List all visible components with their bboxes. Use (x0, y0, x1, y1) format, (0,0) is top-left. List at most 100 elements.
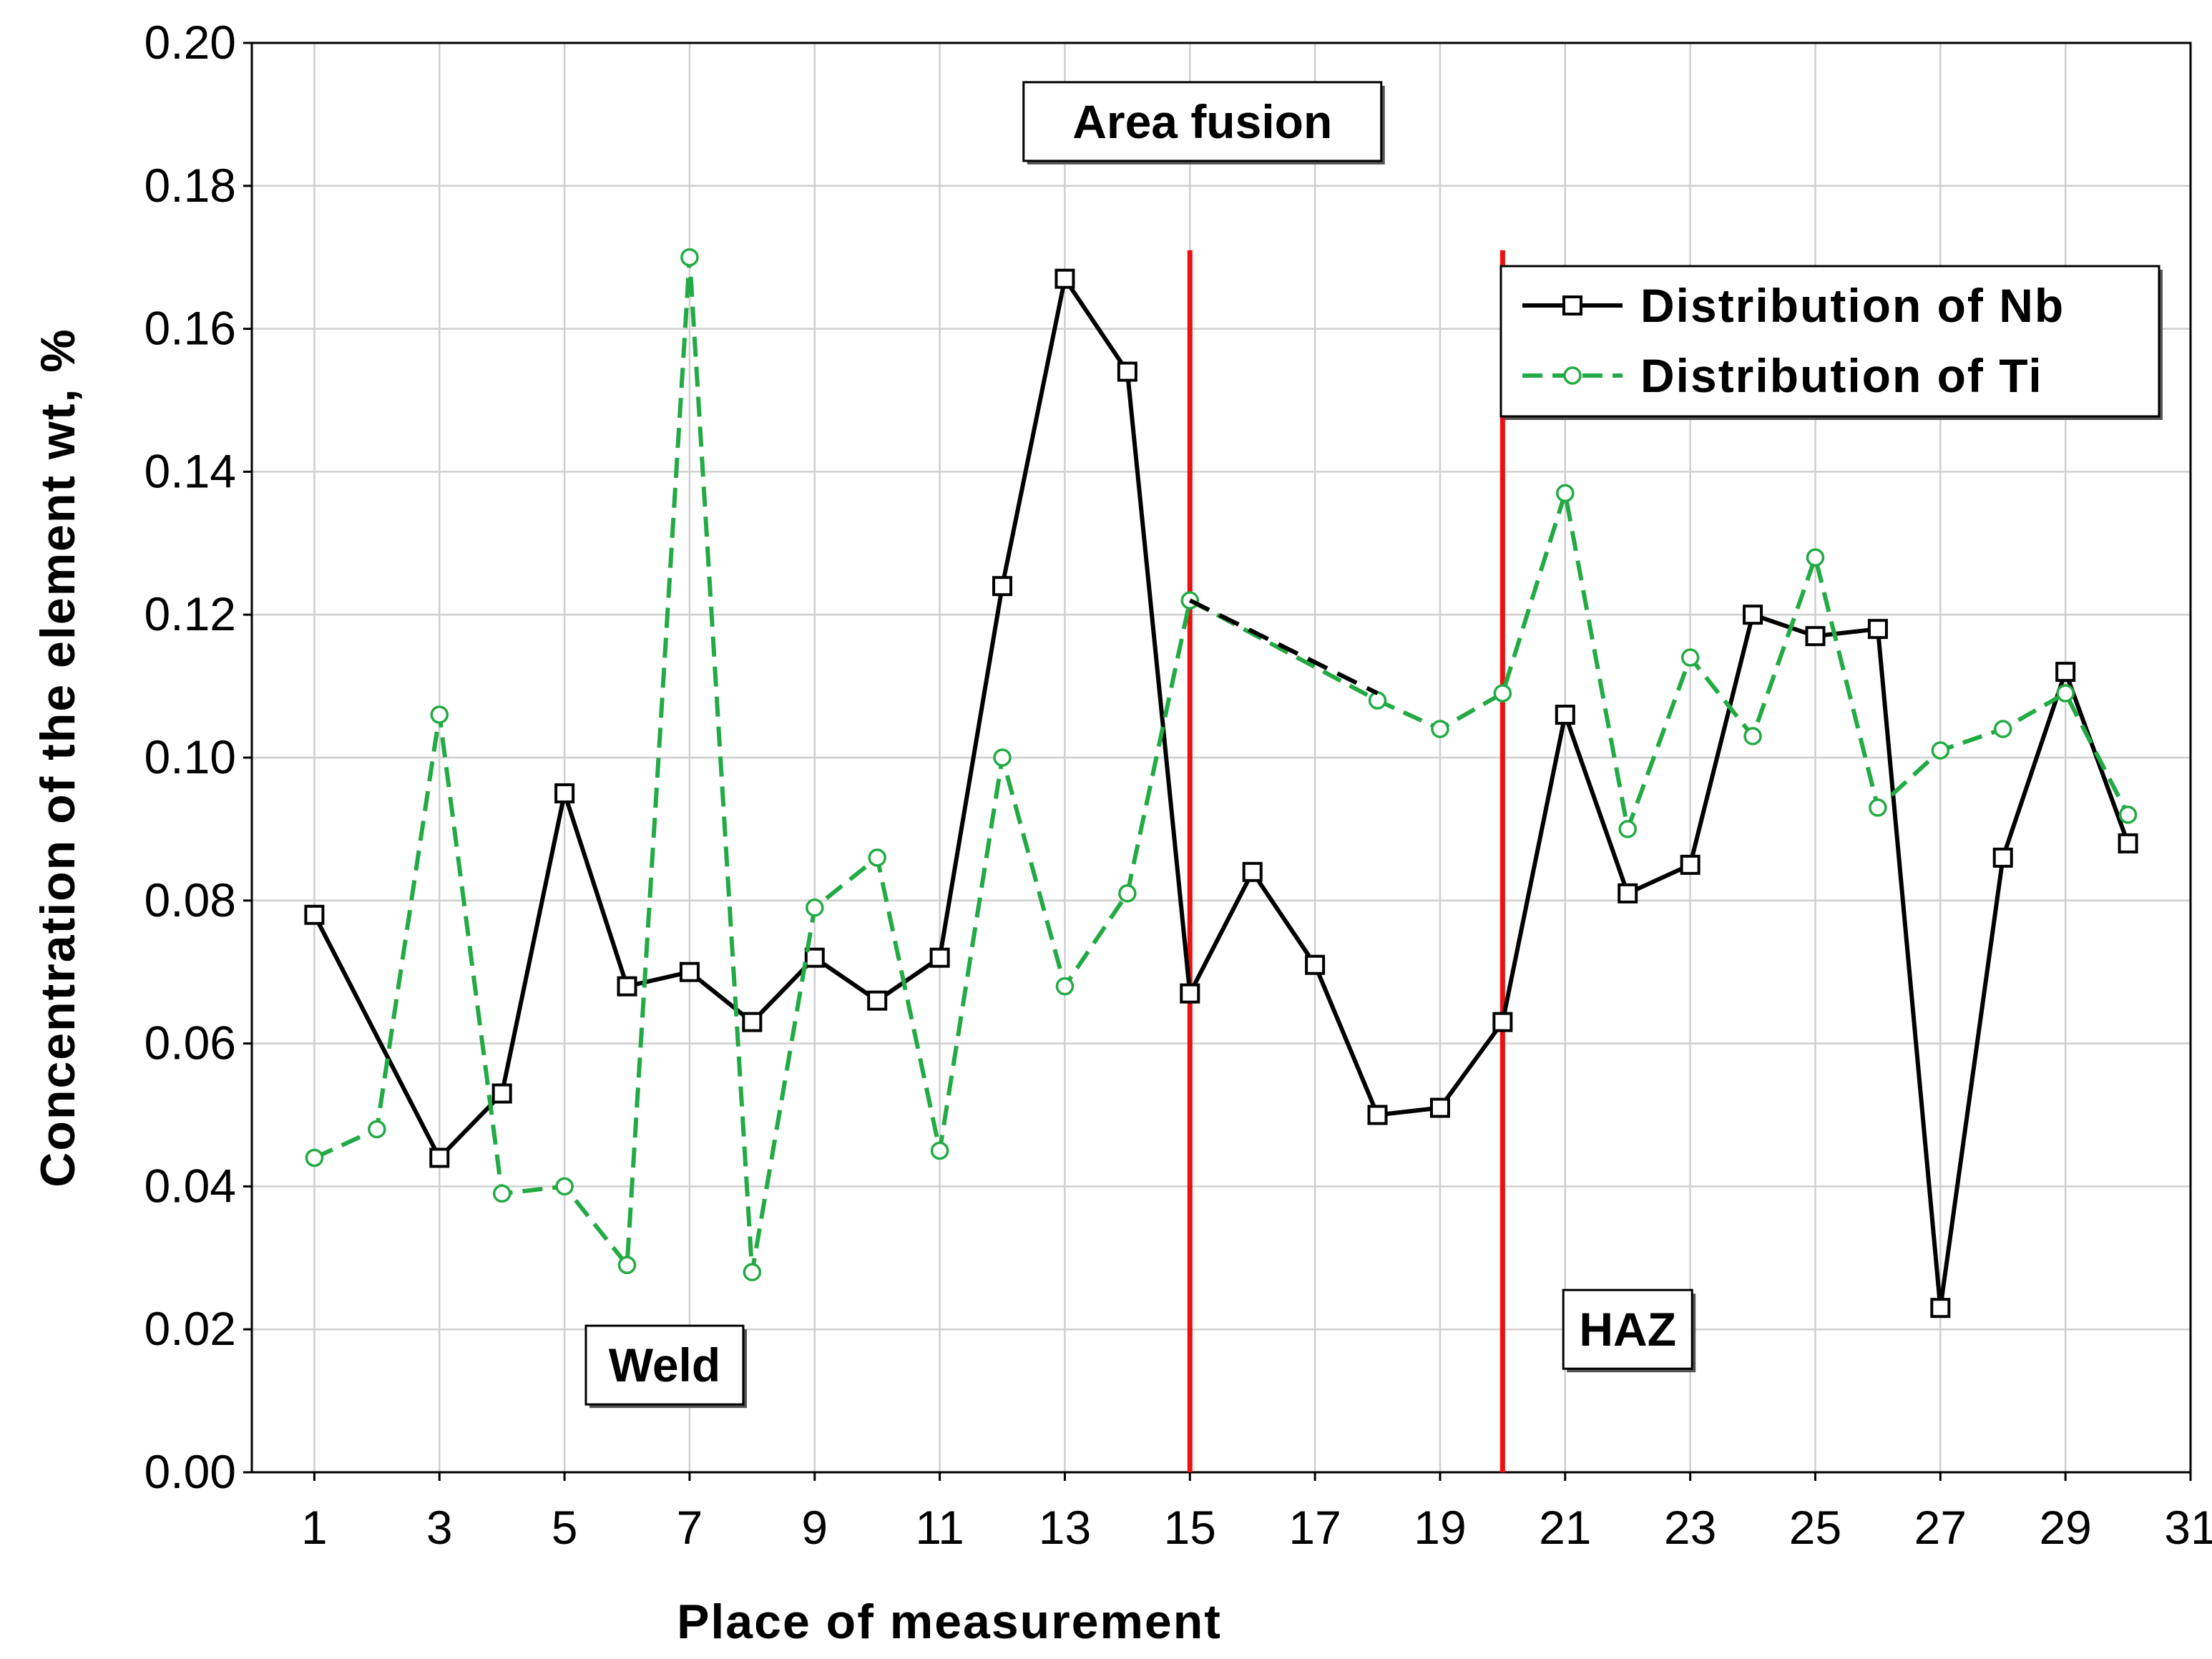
annotation-haz: HAZ (1562, 1288, 1696, 1373)
x-tick-label: 3 (426, 1501, 453, 1554)
annotation-box (1022, 81, 1383, 162)
series-layer (304, 248, 2138, 1318)
data-point-nb (617, 976, 637, 997)
data-point-ti (1618, 820, 1637, 838)
annotation-weld: Weld (584, 1324, 747, 1409)
legend-entry-nb: Distribution of Nb (1522, 279, 2065, 332)
data-point-nb (1743, 605, 1763, 625)
data-point-nb (1054, 268, 1075, 289)
data-point-ti (492, 1184, 512, 1203)
data-point-ti (1118, 884, 1137, 903)
x-tick-label: 13 (1039, 1501, 1091, 1554)
y-tick-label: 0.04 (145, 1159, 236, 1212)
data-point-ti (1931, 741, 1950, 760)
series-nb (304, 268, 2138, 1318)
data-point-nb (1492, 1012, 1513, 1032)
legend-box (1499, 265, 2160, 418)
annotation-box (1562, 1288, 1693, 1370)
x-tick-label: 29 (2039, 1501, 2091, 1554)
data-point-ti (868, 848, 886, 867)
data-point-ti (555, 1177, 574, 1196)
annotation-box (584, 1324, 745, 1406)
data-point-nb (867, 990, 888, 1011)
data-point-nb (491, 1083, 512, 1104)
data-point-nb (992, 576, 1013, 597)
legend-marker (1562, 295, 1582, 315)
series-ti (305, 248, 2138, 1282)
data-point-ti (430, 705, 449, 724)
data-point-nb (1930, 1298, 1951, 1318)
x-tick-label: 7 (677, 1501, 703, 1554)
x-tick-label: 31 (2164, 1501, 2212, 1554)
data-point-ti (1743, 727, 1762, 745)
data-point-nb (1680, 854, 1700, 875)
x-tick-label: 17 (1288, 1501, 1341, 1554)
y-axis-title: Concentration of the element wt, % (31, 328, 85, 1187)
legend-marker (1563, 366, 1582, 385)
y-tick-label: 0.20 (145, 16, 236, 69)
zone-boundaries (1187, 250, 1505, 1472)
data-point-nb (1242, 861, 1263, 882)
legend-label: Distribution of Nb (1640, 279, 2065, 332)
y-tick-label: 0.10 (145, 730, 236, 783)
data-point-nb (1367, 1105, 1388, 1125)
dashed-connector-line (1188, 598, 1379, 695)
data-point-ti (1993, 720, 2012, 738)
x-tick-label: 5 (552, 1501, 578, 1554)
series-line-nb (312, 276, 2130, 1311)
data-point-ti (1055, 977, 1075, 996)
annotation-text: HAZ (1579, 1303, 1676, 1356)
data-point-ti (1556, 484, 1575, 503)
annotation-area-fusion: Area fusion (1022, 81, 1385, 165)
data-point-nb (1429, 1097, 1450, 1118)
data-point-ti (1368, 691, 1387, 710)
series-line-ti (313, 255, 2130, 1275)
grid (252, 41, 2192, 1474)
data-point-nb (2055, 662, 2076, 682)
data-point-nb (929, 947, 950, 968)
x-tick-label: 1 (301, 1501, 328, 1554)
data-point-nb (1992, 847, 2013, 868)
data-point-nb (1867, 619, 1888, 640)
x-tick-label: 15 (1164, 1501, 1216, 1554)
data-point-nb (554, 783, 575, 803)
x-tick-label: 23 (1664, 1501, 1716, 1554)
data-point-ti (743, 1263, 762, 1282)
data-point-nb (1805, 626, 1826, 647)
data-point-ti (617, 1256, 637, 1275)
data-point-ti (680, 248, 699, 267)
data-point-ti (993, 748, 1012, 767)
y-tick-label: 0.16 (145, 302, 236, 355)
data-point-ti (305, 1148, 324, 1168)
annotation-text: Weld (609, 1339, 720, 1391)
data-point-nb (1305, 954, 1326, 975)
x-tick-label: 27 (1914, 1501, 1967, 1554)
y-tick-label: 0.08 (145, 873, 236, 926)
x-tick-label: 19 (1414, 1501, 1466, 1554)
y-tick-label: 0.18 (145, 159, 236, 212)
y-tick-label: 0.12 (145, 587, 236, 640)
data-point-nb (679, 961, 700, 982)
y-tick-label: 0.00 (145, 1445, 236, 1498)
data-point-ti (2056, 684, 2075, 703)
data-point-nb (742, 1012, 763, 1032)
data-point-nb (1180, 983, 1200, 1004)
data-point-ti (1869, 798, 1887, 817)
data-point-ti (1680, 648, 1700, 667)
legend-entry-ti: Distribution of Ti (1522, 349, 2042, 402)
y-axis-ticks: 0.00 0.02 0.04 0.06 0.08 0.10 0.12 0.14 0.16 0.18… (145, 16, 252, 1498)
x-tick-label: 21 (1539, 1501, 1591, 1554)
data-point-nb (1618, 883, 1638, 904)
data-point-ti (1806, 548, 1825, 567)
data-point-ti (806, 899, 824, 917)
data-point-ti (1493, 684, 1512, 703)
data-point-ti (930, 1141, 949, 1160)
legend: Distribution of Nb Distribution of Ti (1499, 265, 2163, 420)
annotation-text: Area fusion (1072, 95, 1332, 148)
y-tick-label: 0.14 (145, 444, 236, 497)
data-point-nb (1117, 361, 1137, 382)
data-point-ti (2118, 806, 2138, 824)
y-tick-label: 0.06 (145, 1017, 236, 1070)
x-tick-label: 25 (1789, 1501, 1841, 1554)
